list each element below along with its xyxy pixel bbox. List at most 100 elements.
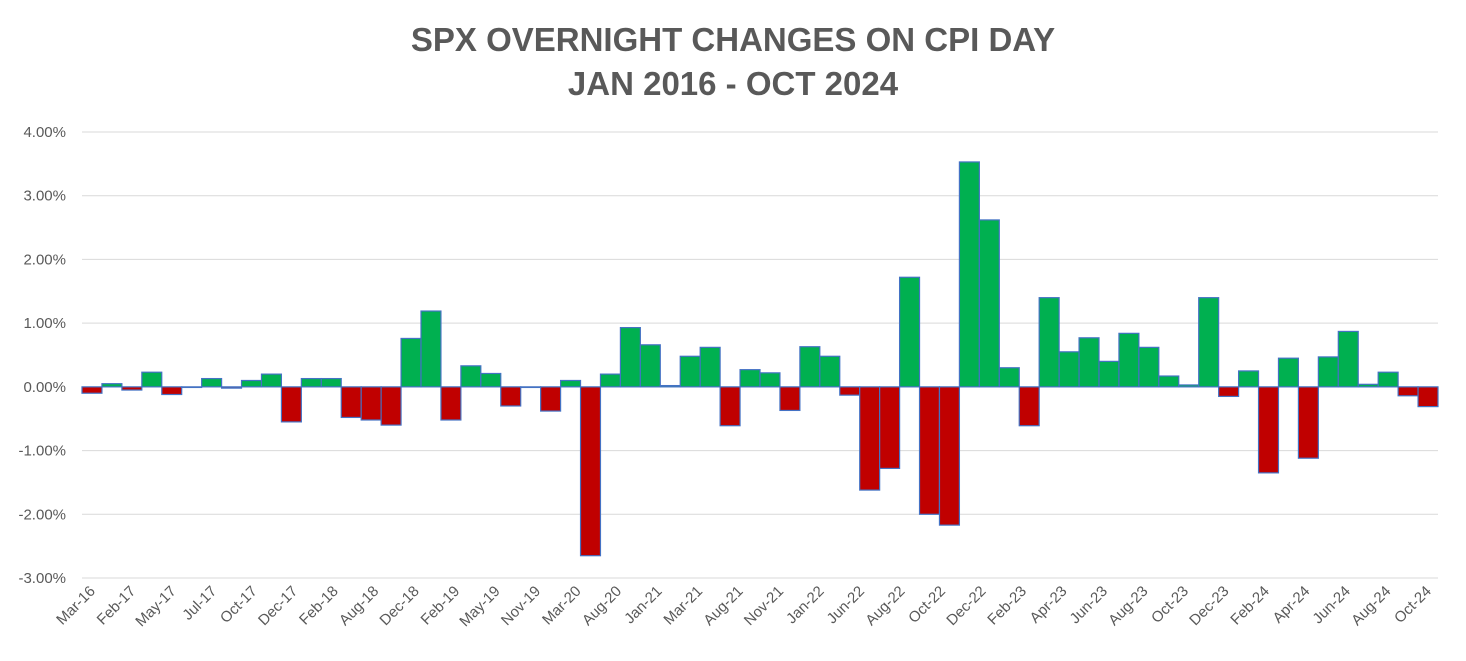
bar: [500, 386, 522, 407]
x-tick-label: Oct-22: [905, 583, 949, 627]
bar: [659, 384, 681, 388]
x-tick-label: Feb-24: [1227, 583, 1273, 629]
bar: [1218, 386, 1240, 398]
bar: [719, 386, 741, 427]
bar: [759, 372, 781, 388]
bar: [101, 383, 123, 388]
x-tick-label: Oct-17: [217, 583, 261, 627]
x-tick-label: Jun-24: [1309, 583, 1353, 627]
x-tick-label: Mar-16: [53, 583, 99, 629]
bar: [380, 386, 402, 426]
x-tick-label: Aug-20: [579, 583, 625, 629]
x-tick-label: Mar-21: [660, 583, 706, 629]
bar: [520, 386, 542, 389]
y-tick-label: 4.00%: [23, 124, 66, 141]
bar: [1357, 383, 1379, 388]
bar: [420, 310, 442, 388]
bar: [1058, 351, 1080, 388]
bar: [220, 386, 243, 389]
x-tick-label: May-19: [456, 583, 503, 630]
x-tick-label: Dec-18: [376, 583, 422, 629]
x-tick-label: Nov-19: [498, 583, 544, 629]
x-tick-label: Aug-23: [1105, 583, 1151, 629]
bar: [1178, 384, 1200, 388]
x-tick-label: Mar-20: [539, 583, 585, 629]
bar: [260, 373, 283, 388]
bar: [958, 161, 980, 388]
bar: [1038, 297, 1060, 388]
bar: [201, 377, 223, 388]
bar: [559, 379, 582, 388]
x-tick-label: Apr-24: [1270, 583, 1314, 627]
bar: [998, 367, 1020, 388]
bar: [1417, 386, 1439, 408]
x-tick-label: Dec-23: [1186, 583, 1232, 629]
bar: [360, 386, 382, 421]
x-tick-label: May-17: [132, 583, 179, 630]
y-tick-label: -1.00%: [18, 443, 66, 460]
bar: [440, 386, 462, 421]
bar: [460, 365, 482, 388]
y-axis: -3.00% -2.00% -1.00% 0.00% 1.00% 2.00% 3.00% 4.…: [18, 124, 66, 587]
bar: [1158, 375, 1180, 388]
bar: [1277, 357, 1300, 388]
bar: [181, 386, 203, 389]
bar: [1098, 360, 1120, 388]
x-tick-label: Feb-19: [418, 583, 464, 629]
bar: [1317, 356, 1339, 388]
bar: [280, 386, 302, 423]
x-tick-label: Aug-24: [1348, 583, 1394, 629]
bar: [1377, 371, 1399, 388]
bar: [699, 346, 721, 388]
x-tick-label: Jan-21: [621, 583, 665, 627]
bar: [141, 371, 163, 388]
gridlines: [82, 131, 1438, 579]
bar: [639, 344, 661, 388]
bar: [779, 386, 801, 412]
bar: [599, 373, 622, 388]
y-tick-label: 1.00%: [23, 315, 66, 332]
bar: [1397, 386, 1419, 397]
y-tick-label: 3.00%: [23, 188, 66, 205]
bar: [1237, 370, 1260, 388]
bar: [1337, 330, 1359, 388]
y-tick-label: 0.00%: [23, 379, 66, 396]
chart-subtitle: JAN 2016 - OCT 2024: [568, 65, 899, 102]
x-tick-label: Feb-23: [984, 583, 1030, 629]
x-tick-label: Apr-23: [1027, 583, 1071, 627]
bar: [400, 337, 422, 388]
y-tick-label: -3.00%: [18, 570, 66, 587]
bar: [1118, 332, 1140, 388]
y-tick-label: 2.00%: [23, 251, 66, 268]
bar: [1018, 386, 1040, 427]
y-tick-label: -2.00%: [18, 506, 66, 523]
bar: [1297, 386, 1319, 459]
x-tick-label: Jun-22: [824, 583, 868, 627]
bar: [480, 372, 502, 388]
bar: [240, 379, 263, 388]
x-tick-label: Dec-22: [943, 583, 989, 629]
bar: [540, 386, 562, 412]
bar: [839, 386, 861, 396]
bar: [898, 276, 921, 388]
bar: [1138, 346, 1160, 388]
x-tick-label: Jul-17: [179, 583, 220, 624]
x-tick-label: Oct-23: [1148, 583, 1192, 627]
bar: [121, 386, 143, 391]
bar: [679, 355, 701, 388]
bar: [859, 386, 881, 491]
bar: [340, 386, 362, 419]
bar: [938, 386, 961, 526]
x-tick-label: Aug-21: [700, 583, 746, 629]
bar: [1198, 297, 1220, 388]
chart-title: SPX OVERNIGHT CHANGES ON CPI DAY: [411, 21, 1055, 58]
x-tick-label: Aug-18: [336, 583, 382, 629]
bar: [161, 386, 183, 396]
bar: [579, 386, 602, 557]
bars: [81, 161, 1439, 557]
x-tick-label: Oct-24: [1391, 583, 1435, 627]
bar: [320, 377, 342, 388]
bar: [1078, 337, 1100, 388]
